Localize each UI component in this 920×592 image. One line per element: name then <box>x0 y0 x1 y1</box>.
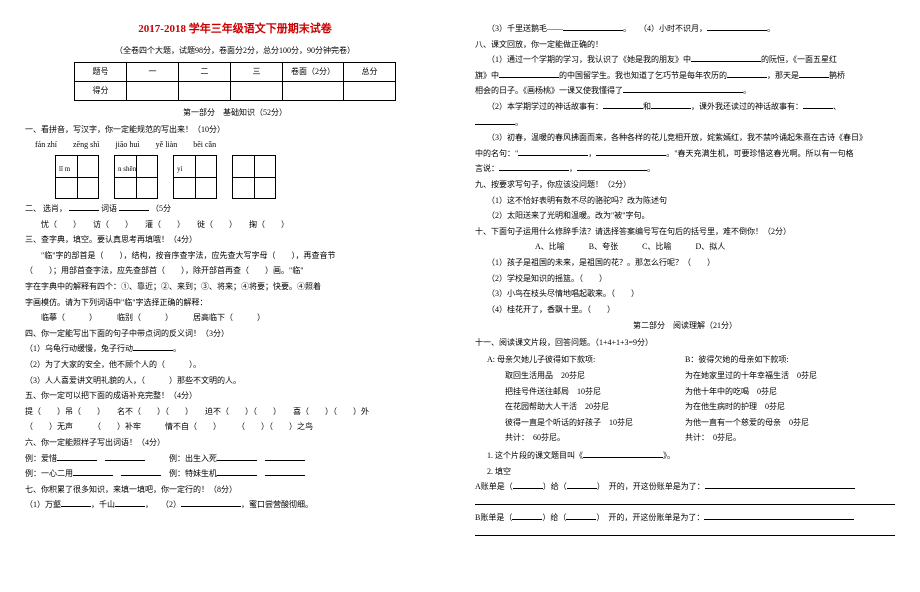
r26: A账单是（）给（） 开的，开这份账单是为了： <box>475 480 895 494</box>
r21b: 为在他生病时的护理 0芬尼 <box>685 400 895 414</box>
question-1: 一、看拼音，写汉字，你一定能规范的写出来！（10分） <box>25 123 445 137</box>
r8: （3）初春，温暖的春风拂面而来，各种各样的花儿竞相开放，姹紫嫣红，我不禁吟诵起朱… <box>475 131 895 145</box>
char-box: yí <box>173 155 217 199</box>
char-box: lǐ m <box>55 155 99 199</box>
right-column: （3）千里送鹅毛——。 （4）小时不识月，。 八、课文回放，你一定能做正确的！ … <box>475 20 895 543</box>
r20b: 为他十年中的吃喝 0芬尼 <box>685 385 895 399</box>
r25: 2. 填空 <box>475 465 895 479</box>
q3-text: 字画模仿。请为下列词语中"临"字选择正确的解释： <box>25 296 445 310</box>
question-8: 八、课文回放，你一定能做正确的！ <box>475 38 895 52</box>
r19b: 为在她家里过的十年幸福生活 0芬尼 <box>685 369 895 383</box>
r7: 。 <box>475 116 895 130</box>
question-7: 七、你积累了很多知识，来填一填吧，你一定行的！（8分） <box>25 483 445 497</box>
r13: （2）太阳送来了光明和温暖。改为"被"字句。 <box>475 209 895 223</box>
r22b: 为他一直有一个慈爱的母亲 0芬尼 <box>685 416 895 430</box>
q3-items: 临摹（ ） 临别（ ） 居高临下（ ） <box>25 311 445 325</box>
q3-text: 字在字典中的解释有四个：①、靠近；②、来到；③、将来；④将要；快要。④照着 <box>25 280 445 294</box>
exam-subtitle: （全卷四个大题，试题98分，卷面分2分，总分100分，90分钟完卷） <box>25 44 445 58</box>
r22a: 彼得一直是个听话的好孩子 10芬尼 <box>475 416 685 430</box>
r9: 中的名句："，。"春天充满生机，可要珍惜这春光啊。所以有一句格 <box>475 147 895 161</box>
r20a: 把挂号件送往邮局 10芬尼 <box>475 385 685 399</box>
question-9: 九、按要求写句子，你应该没问题！（2分） <box>475 178 895 192</box>
q3-text: （ ）；用部首查字法，应先查部首（ ），除开部首再查（ ）画。"临" <box>25 264 445 278</box>
r10: 言说：，。 <box>475 162 895 176</box>
exam-title: 2017-2018 学年三年级语文下册期末试卷 <box>25 20 445 39</box>
r12: （1）这不恰好表明有数不尽的骆驼吗？改为陈述句 <box>475 194 895 208</box>
r18a: A: 母亲欠她儿子彼得如下款项: <box>475 353 685 367</box>
bill-cols: A: 母亲欠她儿子彼得如下款项: 取回生活用品 20芬尼 把挂号件送往邮局 10… <box>475 351 895 447</box>
r27: B账单是（）给（） 开的，开这份账单是为了： <box>475 511 895 525</box>
question-3: 三、查字典，填空。要认真思考再填哦！（4分） <box>25 233 445 247</box>
r1: （3）千里送鹅毛——。 （4）小时不识月，。 <box>475 22 895 36</box>
r23a: 共计： 60芬尼。 <box>475 431 685 445</box>
char-box <box>232 155 276 199</box>
r16-1: （1）孩子是祖国的未来，是祖国的花？。那怎么行呢？（ ） <box>475 256 895 270</box>
table-row: 得分 <box>75 82 396 101</box>
r23b: 共计： 0芬尼。 <box>685 431 895 445</box>
char-grid-row: lǐ m n shēn yí <box>55 155 445 199</box>
q5-items: 提（ ）吊（ ） 名不（ ）（ ） 迫不（ ）（ ） 喜（ ）（ ）外 <box>25 405 445 419</box>
r21a: 在花园帮助大人干活 20芬尼 <box>475 400 685 414</box>
question-6: 六、你一定能照样子写出词语！（4分） <box>25 436 445 450</box>
blank-line <box>475 496 895 510</box>
q5-items2: （ ）无声 （ ）补牢 情不自（ ） （ ）（ ）之鸟 <box>25 420 445 434</box>
part2-header: 第二部分 阅读理解（21分） <box>475 319 895 333</box>
q7-1: （1）万壑，千山， （2），蜜口尝营酸彻细。 <box>25 498 445 512</box>
r4: 旗》中的中国留学生。我也知道了乞巧节是每年农历的，那天是鹊桥 <box>475 69 895 83</box>
question-5: 五、你一定可以把下面的成语补充完整！（4分） <box>25 389 445 403</box>
r15: A、比喻 B、夸张 C、比喻 D、拟人 <box>475 240 895 254</box>
r16-4: （4）桂花开了，香飘十里。（ ） <box>475 303 895 317</box>
q6-1: 例：爱惜 例：出生入死 <box>25 452 445 466</box>
q4-1: （1）乌龟行动缓慢，兔子行动。 <box>25 342 445 356</box>
r19a: 取回生活用品 20芬尼 <box>475 369 685 383</box>
pinyin-line: fán zhí zēng shì jiāo huì yě liàn bēi cǎ… <box>25 138 445 152</box>
r3: （1）通过一个学期的学习，我认识了《她是我的朋友》中的阮恒，《一面五星红 <box>475 53 895 67</box>
r16-2: （2）学校是知识的摇篮。（ ） <box>475 272 895 286</box>
blank-line <box>475 527 895 541</box>
left-column: 2017-2018 学年三年级语文下册期末试卷 （全卷四个大题，试题98分，卷面… <box>25 20 445 543</box>
question-10: 十、下面句子运用什么修辞手法？请选择答案编号写在句后的括号里，难不倒你！（2分） <box>475 225 895 239</box>
r18b: B：彼得欠她的母亲如下款项: <box>685 353 895 367</box>
part1-header: 第一部分 基础知识（52分） <box>25 106 445 120</box>
question-4: 四、你一定能写出下面的句子中带点词的反义词！（3分） <box>25 327 445 341</box>
question-11: 十一、阅读课文片段，回答问题。（1+4+1+3=9分） <box>475 336 895 350</box>
q6-2: 例：一心二用 例：特妹生机 <box>25 467 445 481</box>
r16-3: （3）小鸟在枝头尽情地唱起歌来。（ ） <box>475 287 895 301</box>
q2-items: 忧（ ） 访（ ） 灌（ ） 徙（ ） 掬（ ） <box>25 218 445 232</box>
r6: （2）本学期学过的神话故事有：和，课外我还读过的神话故事有：、 <box>475 100 895 114</box>
q3-text: "临"字的部首是（ ），结构，按音序查字法，应先查大写字母（ ），再查音节 <box>25 249 445 263</box>
char-box: n shēn <box>114 155 158 199</box>
question-2: 二、 选肖， 词语 （5分 <box>25 202 445 216</box>
q4-3: （3）人人喜爱讲文明礼貌的人，（ ）那些不文明的人。 <box>25 374 445 388</box>
r24: 1. 这个片段的课文题目叫《》。 <box>475 449 895 463</box>
score-table: 题号 一 二 三 卷面（2分） 总分 得分 <box>74 62 396 101</box>
table-row: 题号 一 二 三 卷面（2分） 总分 <box>75 63 396 82</box>
q4-2: （2）为了大家的安全，他不顾个人的（ ）。 <box>25 358 445 372</box>
r5: 相会的日子。《画杨桃》一课又使我懂得了。 <box>475 84 895 98</box>
